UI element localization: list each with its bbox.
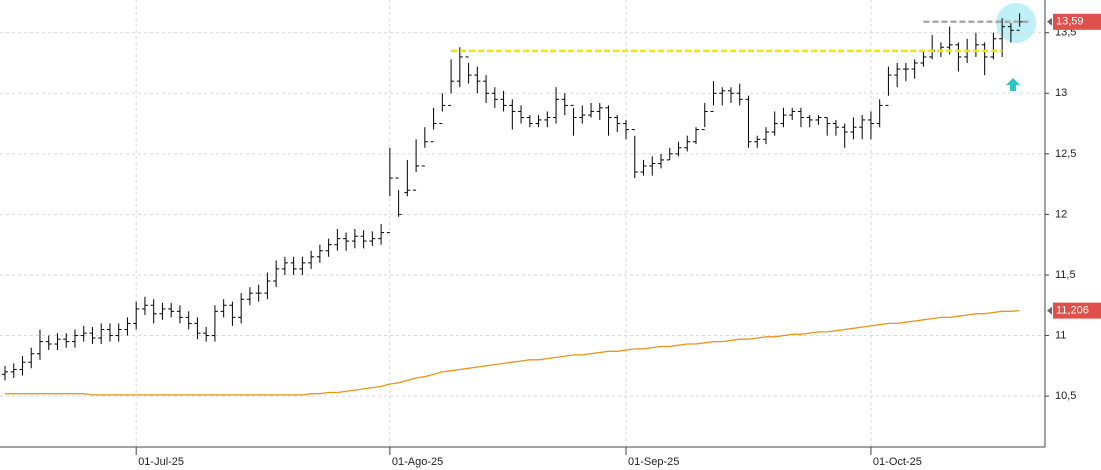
up-arrow [1006,78,1020,91]
moving-average [5,309,1020,396]
y-tick-label: 12 [1055,208,1067,220]
x-tick-label: 01-Jul-25 [138,456,184,468]
price-label-pointer [1047,17,1052,26]
x-tick-label: 01-Oct-25 [873,456,922,468]
y-tick-label: 13 [1055,87,1067,99]
price-label: 13,59 [1056,16,1084,28]
y-tick-label: 11,5 [1055,269,1076,281]
price-label-pointer [1047,306,1052,315]
price-label-box [1053,302,1101,319]
y-tick-label: 12,5 [1055,148,1076,160]
x-tick-label: 01-Sep-25 [628,456,679,468]
price-label-box [1053,13,1101,30]
x-tick-label: 01-Ago-25 [392,456,443,468]
price-label: 11,206 [1056,305,1089,317]
y-tick-label: 10,5 [1055,390,1076,402]
y-tick-label: 11 [1055,329,1066,341]
